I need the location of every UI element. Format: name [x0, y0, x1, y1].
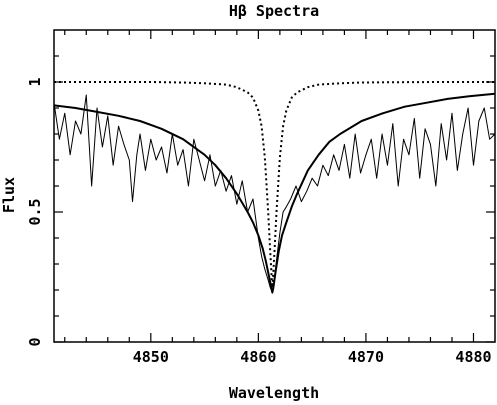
y-tick-label: 0.5: [26, 198, 44, 225]
x-tick-label: 4860: [240, 348, 276, 366]
chart-title: Hβ Spectra: [229, 2, 319, 20]
y-tick-label: 0: [26, 337, 44, 346]
plot-frame: [53, 29, 496, 343]
series-line-0: [54, 81, 495, 291]
x-tick-label: 4870: [348, 348, 384, 366]
series-line-1: [54, 92, 495, 294]
x-tick-label: 4880: [455, 348, 491, 366]
x-tick-label: 4850: [133, 348, 169, 366]
axis-ticks: [54, 30, 495, 343]
y-tick-label: 1: [26, 77, 44, 86]
tick-labels: 4850 4860 4870 4880 0 0.5 1: [26, 77, 492, 366]
plot-lines: [54, 81, 495, 294]
x-axis-label: Wavelength: [229, 384, 319, 402]
series-line-2: [54, 94, 495, 294]
y-axis-label: Flux: [0, 177, 18, 213]
